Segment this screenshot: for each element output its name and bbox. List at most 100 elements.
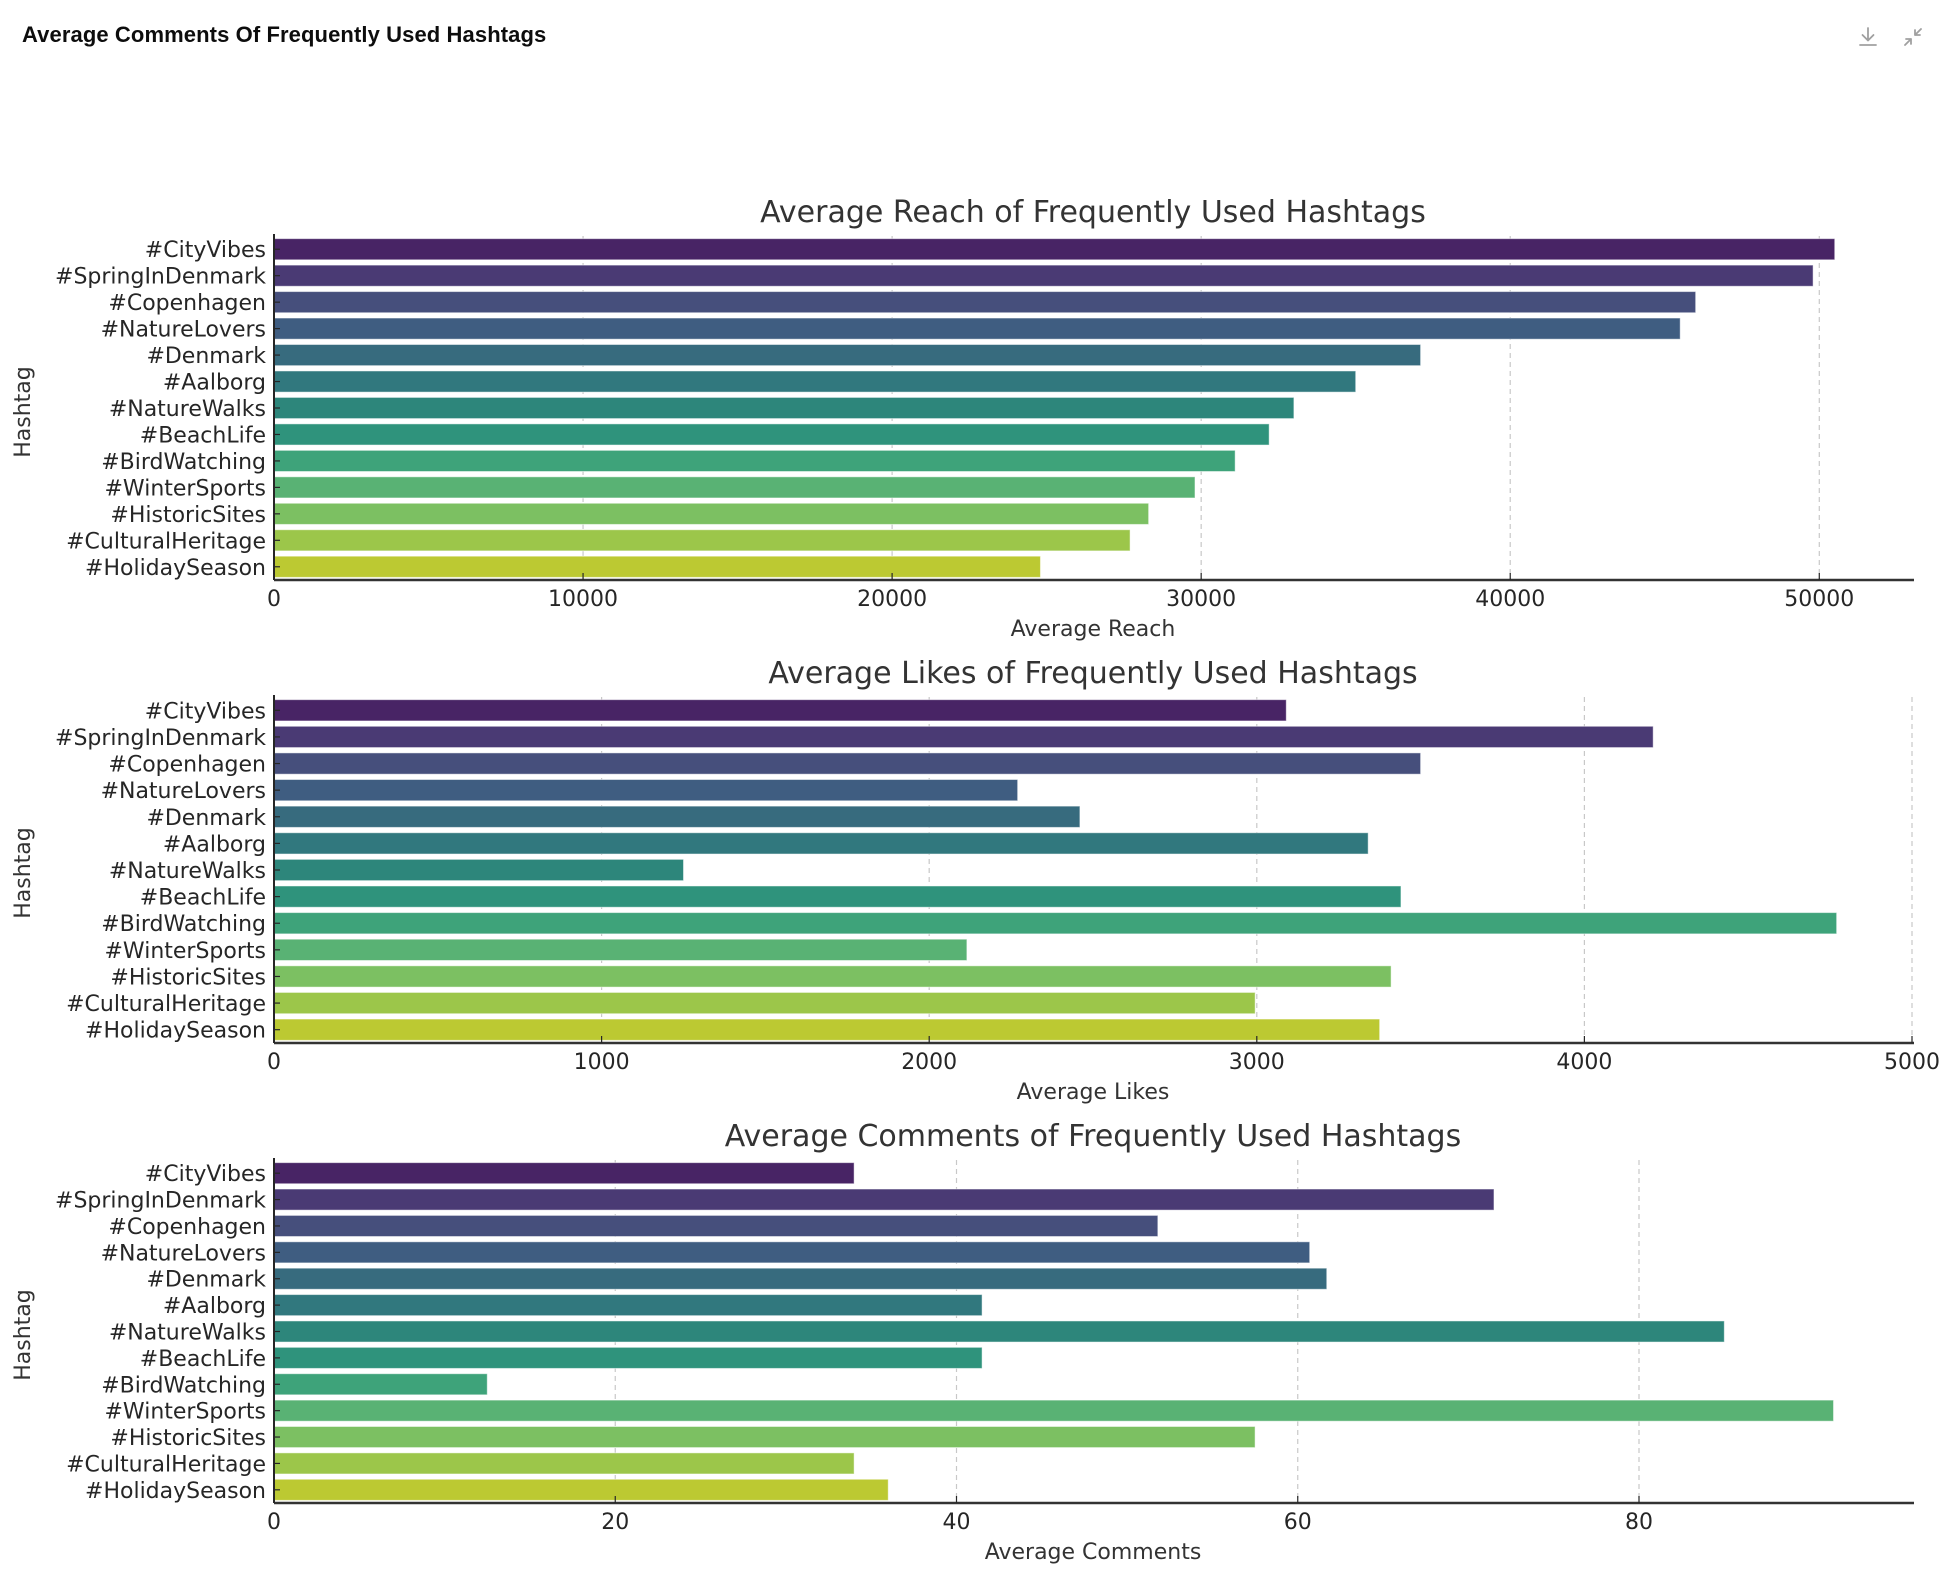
y-axis-label: Hashtag	[11, 1289, 36, 1381]
bar-denmark[interactable]	[273, 805, 1081, 828]
bar-cityvibes[interactable]	[273, 699, 1287, 722]
bar-historicsites[interactable]	[273, 965, 1392, 988]
x-tick-label: 20000	[857, 587, 927, 612]
bar-naturelovers[interactable]	[273, 1241, 1311, 1264]
bar-holidayseason[interactable]	[273, 555, 1041, 578]
y-axis-label: Hashtag	[11, 827, 36, 919]
category-label: #NatureLovers	[101, 318, 266, 343]
bar-culturalheritage[interactable]	[273, 529, 1131, 552]
bar-naturewalks[interactable]	[273, 858, 684, 882]
page-title: Average Comments Of Frequently Used Hash…	[22, 22, 547, 47]
bar-denmark[interactable]	[273, 1267, 1328, 1290]
category-label: #Denmark	[146, 344, 266, 369]
bar-birdwatching[interactable]	[273, 1373, 488, 1396]
category-label: #SpringInDenmark	[55, 265, 266, 290]
bar-naturelovers[interactable]	[273, 317, 1681, 340]
bar-naturewalks[interactable]	[273, 1320, 1725, 1343]
bar-aalborg[interactable]	[273, 832, 1369, 855]
collapse-icon	[1904, 28, 1922, 46]
download-icon	[1859, 27, 1877, 46]
x-tick-label: 80	[1625, 1510, 1653, 1535]
y-axis-label: Hashtag	[11, 366, 36, 458]
bar-culturalheritage[interactable]	[273, 991, 1256, 1015]
category-label: #HistoricSites	[110, 1426, 266, 1451]
x-axis-label: Average Reach	[1011, 617, 1176, 642]
category-label: #NatureLovers	[101, 779, 266, 804]
bar-holidayseason[interactable]	[273, 1478, 889, 1501]
category-label: #WinterSports	[105, 1400, 267, 1425]
x-tick-label: 60	[1284, 1510, 1312, 1535]
bar-beachlife[interactable]	[273, 885, 1402, 908]
bar-aalborg[interactable]	[273, 1294, 983, 1317]
bar-wintersports[interactable]	[273, 938, 968, 961]
category-label: #Copenhagen	[108, 291, 266, 316]
bar-denmark[interactable]	[273, 343, 1422, 367]
chart-2: #CityVibes#SpringInDenmark#Copenhagen#Na…	[11, 656, 1940, 1105]
chart-3: #CityVibes#SpringInDenmark#Copenhagen#Na…	[11, 1119, 1914, 1565]
bar-wintersports[interactable]	[273, 1399, 1835, 1422]
download-button[interactable]	[1853, 22, 1883, 52]
bar-historicsites[interactable]	[273, 1425, 1256, 1449]
x-tick-label: 40000	[1475, 587, 1545, 612]
category-label: #CityVibes	[145, 699, 266, 724]
category-label: #Denmark	[146, 1268, 266, 1293]
category-label: #CityVibes	[145, 1162, 266, 1187]
bar-springindenmark[interactable]	[273, 1188, 1495, 1211]
category-label: #SpringInDenmark	[55, 726, 266, 751]
chart-1: #CityVibes#SpringInDenmark#Copenhagen#Na…	[11, 195, 1914, 642]
x-tick-label: 4000	[1556, 1050, 1612, 1075]
category-label: #NatureWalks	[109, 397, 266, 422]
category-label: #BeachLife	[140, 1347, 266, 1372]
bar-copenhagen[interactable]	[273, 1214, 1159, 1238]
x-tick-label: 0	[267, 1050, 281, 1075]
category-label: #HistoricSites	[110, 965, 266, 990]
category-label: #NatureWalks	[109, 859, 266, 884]
category-label: #BirdWatching	[101, 912, 266, 937]
category-label: #BeachLife	[140, 886, 266, 911]
chart-title: Average Likes of Frequently Used Hashtag…	[768, 656, 1417, 691]
bar-holidayseason[interactable]	[273, 1018, 1381, 1041]
bar-naturelovers[interactable]	[273, 779, 1019, 802]
bar-aalborg[interactable]	[273, 370, 1357, 393]
category-label: #CulturalHeritage	[66, 529, 266, 554]
x-tick-label: 10000	[548, 587, 618, 612]
category-label: #HolidaySeason	[85, 1479, 266, 1504]
category-label: #HolidaySeason	[85, 1019, 266, 1044]
x-axis-label: Average Comments	[985, 1540, 1202, 1565]
bar-wintersports[interactable]	[273, 476, 1196, 499]
bar-beachlife[interactable]	[273, 1346, 983, 1369]
bar-culturalheritage[interactable]	[273, 1452, 855, 1475]
x-tick-label: 2000	[901, 1050, 957, 1075]
x-tick-label: 20	[601, 1510, 629, 1535]
category-label: #BirdWatching	[101, 450, 266, 475]
bar-copenhagen[interactable]	[273, 752, 1422, 775]
bar-cityvibes[interactable]	[273, 238, 1836, 261]
bar-birdwatching[interactable]	[273, 449, 1236, 473]
category-label: #NatureWalks	[109, 1321, 266, 1346]
bar-historicsites[interactable]	[273, 502, 1150, 525]
header: Average Comments Of Frequently Used Hash…	[0, 0, 1946, 72]
x-tick-label: 0	[267, 587, 281, 612]
bar-springindenmark[interactable]	[273, 725, 1654, 749]
category-label: #SpringInDenmark	[55, 1189, 266, 1214]
x-tick-label: 1000	[574, 1050, 630, 1075]
x-tick-label: 30000	[1166, 587, 1236, 612]
bar-beachlife[interactable]	[273, 423, 1270, 446]
category-label: #WinterSports	[105, 476, 267, 501]
category-label: #HolidaySeason	[85, 556, 266, 581]
collapse-button[interactable]	[1898, 22, 1928, 52]
x-tick-label: 50000	[1784, 587, 1854, 612]
bar-naturewalks[interactable]	[273, 396, 1295, 420]
category-label: #Aalborg	[163, 371, 266, 396]
bar-springindenmark[interactable]	[273, 264, 1814, 287]
category-label: #Denmark	[146, 806, 266, 831]
category-label: #CityVibes	[145, 238, 266, 263]
bar-copenhagen[interactable]	[273, 291, 1697, 314]
category-label: #Aalborg	[163, 832, 266, 857]
bar-cityvibes[interactable]	[273, 1162, 855, 1185]
category-label: #WinterSports	[105, 939, 267, 964]
category-label: #BirdWatching	[101, 1373, 266, 1398]
x-tick-label: 3000	[1229, 1050, 1285, 1075]
bar-birdwatching[interactable]	[273, 912, 1838, 935]
